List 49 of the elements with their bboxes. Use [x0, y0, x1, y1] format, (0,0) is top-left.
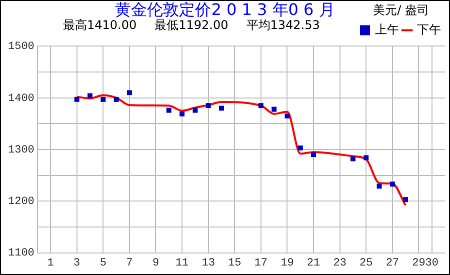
x-tick-label: 25	[360, 257, 373, 270]
point	[284, 113, 290, 118]
point	[258, 103, 264, 108]
x-tick-label: 29	[412, 257, 426, 270]
x-tick-label: 1	[47, 257, 54, 270]
point	[114, 96, 119, 102]
point	[74, 96, 80, 102]
point	[180, 111, 185, 116]
x-tick-label: 3	[74, 257, 80, 270]
x-tick-label: 7	[126, 257, 133, 270]
point	[126, 90, 132, 96]
y-tick-label: 1300	[8, 144, 34, 156]
point	[298, 145, 303, 150]
x-tick-label: 11	[175, 257, 190, 270]
y-tick-label: 1500	[8, 41, 34, 54]
text: 平均1342.53	[246, 18, 320, 32]
legend-label: 下午	[417, 22, 441, 37]
point	[390, 182, 395, 187]
point	[311, 152, 316, 158]
legend-label: 上午	[375, 22, 399, 37]
point	[192, 108, 198, 113]
x-tick-label: 13	[202, 257, 215, 270]
x-tick-label: 27	[386, 257, 400, 270]
x-tick-label: 30	[425, 257, 438, 270]
text: 最高1410.00	[63, 18, 137, 32]
x-tick-label: 23	[333, 257, 346, 270]
x-tick-label: 9	[152, 257, 160, 270]
text: 最低1192.00	[154, 18, 228, 32]
x-tick-label: 21	[306, 257, 321, 270]
y-tick-label: 1400	[8, 92, 34, 105]
point	[350, 156, 356, 162]
point	[88, 93, 92, 98]
point	[272, 106, 277, 112]
point	[206, 103, 211, 108]
x-tick-label: 17	[254, 257, 268, 270]
line-series	[76, 94, 407, 206]
x-tick-label: 15	[228, 257, 242, 270]
y-axis-title: 美元/ 盎司	[373, 2, 429, 19]
point	[376, 184, 382, 189]
point	[364, 155, 369, 160]
point	[403, 197, 408, 202]
point	[219, 106, 224, 111]
x-tick-label: 19	[280, 257, 294, 270]
y-tick-label: 1100	[8, 248, 34, 260]
chart-title: 黄金伦敦定价2 0 1 3 年0 6 月	[115, 0, 335, 19]
point	[100, 96, 106, 102]
x-tick-label: 5	[100, 257, 106, 270]
point	[166, 108, 172, 113]
y-tick-label: 1200	[8, 196, 34, 208]
